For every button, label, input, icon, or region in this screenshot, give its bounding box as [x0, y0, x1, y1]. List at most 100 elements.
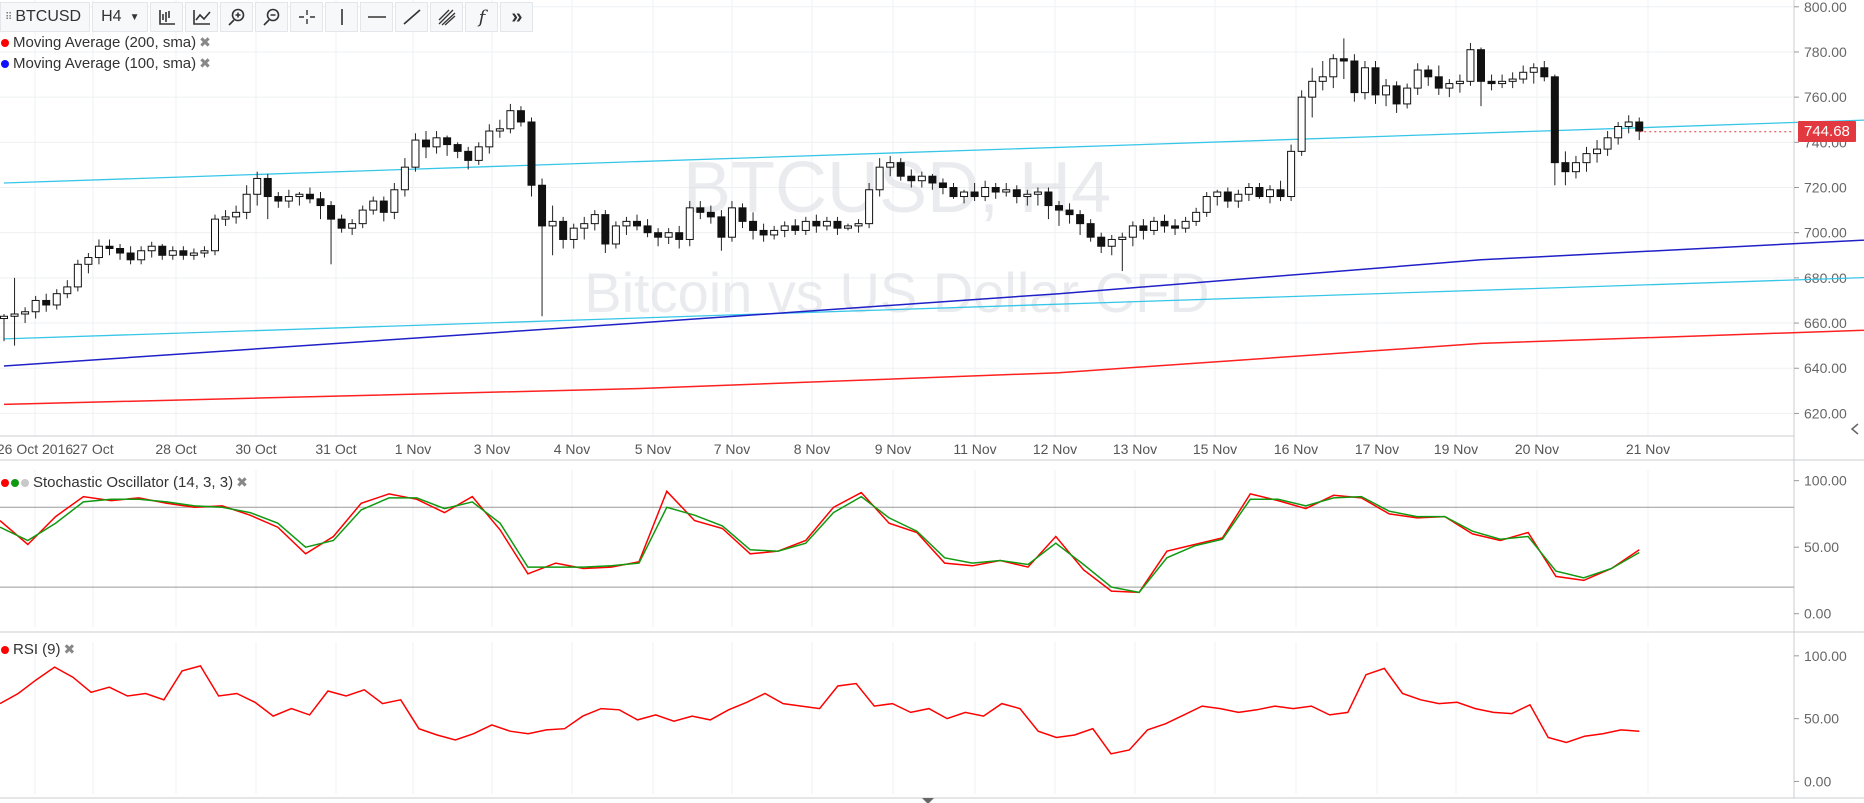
candle-body [390, 189, 399, 213]
bar-style-icon[interactable] [150, 2, 184, 32]
candle-body [1318, 76, 1327, 82]
candle-body [200, 250, 209, 254]
more-glyph: » [511, 5, 523, 28]
interval-selector[interactable]: H4 ▼ [92, 2, 149, 32]
candle-body [1244, 187, 1253, 195]
candle-body [1477, 49, 1485, 82]
candle-body [94, 245, 103, 259]
zoom-in-icon[interactable] [220, 2, 254, 32]
y-tick-label: 50.00 [1804, 539, 1839, 555]
x-tick-label: 13 Nov [1113, 441, 1157, 457]
candle-body [137, 250, 146, 261]
pitchfork-icon[interactable] [430, 2, 464, 32]
candle-body [21, 311, 30, 315]
candle-body [1149, 220, 1158, 231]
candle-body [1424, 69, 1433, 78]
candle-body [569, 227, 578, 240]
more-tools-icon[interactable]: » [500, 2, 534, 32]
candle-body [316, 198, 325, 207]
candle-body [337, 218, 346, 229]
legend-stochastic[interactable]: Stochastic Oscillator (14, 3, 3) ✖ [0, 474, 248, 491]
candle-body [622, 220, 631, 227]
candle-body [527, 121, 536, 186]
stochastic-series-k [0, 489, 1640, 594]
candle-body [1118, 236, 1127, 240]
candle-body [179, 250, 188, 256]
candle-body [580, 223, 589, 229]
candle-body [422, 139, 430, 148]
collapse-arrow-icon [1850, 423, 1859, 435]
ma100-line [3, 239, 1864, 367]
candle-body [991, 187, 1000, 193]
candle-body [1392, 85, 1401, 105]
candle-body [833, 220, 842, 229]
candle-body [0, 315, 8, 320]
legend-ma200[interactable]: Moving Average (200, sma) ✖ [0, 34, 211, 51]
close-icon[interactable]: ✖ [199, 55, 211, 71]
candle-body [1635, 121, 1644, 132]
candle-body [1012, 189, 1021, 198]
candle-body [495, 128, 504, 132]
candle-body [358, 209, 367, 225]
channel-upper-line [3, 119, 1864, 184]
candle-body [1382, 85, 1391, 96]
ma200-line [3, 329, 1864, 406]
y-tick-label: 0.00 [1804, 773, 1831, 789]
candle-body [1614, 126, 1623, 139]
candle-body [1350, 60, 1359, 94]
function-icon[interactable]: f [465, 2, 499, 32]
x-tick-label: 30 Oct [235, 441, 276, 457]
candle-body [664, 232, 673, 238]
candle-body [1171, 225, 1180, 229]
candle-body [643, 225, 652, 234]
candle-body [717, 216, 726, 238]
legend-ma100[interactable]: Moving Average (100, sma) ✖ [0, 55, 211, 72]
candle-body [168, 250, 177, 256]
candle-body [42, 299, 51, 306]
candle-body [211, 218, 219, 252]
y-tick-label: 50.00 [1804, 711, 1839, 727]
candle-body [84, 257, 93, 265]
candle-body [1276, 189, 1285, 198]
candle-body [928, 175, 937, 184]
candle-body [1055, 205, 1063, 211]
candle-body [738, 207, 747, 222]
candle-body [970, 191, 979, 198]
candle-body [1339, 58, 1348, 62]
ma200-dot-icon [1, 38, 9, 47]
candles-group [0, 38, 1644, 346]
symbol-selector[interactable]: ⠿ BTCUSD [0, 2, 91, 32]
close-icon[interactable]: ✖ [236, 474, 248, 490]
candle-body [464, 150, 473, 161]
x-tick-label: 8 Nov [794, 441, 831, 457]
candle-body [675, 232, 684, 240]
x-tick-label: 5 Nov [635, 441, 672, 457]
candle-body [865, 189, 874, 225]
close-icon[interactable]: ✖ [63, 641, 76, 657]
vertical-line-icon[interactable] [325, 2, 359, 32]
candle-body [907, 175, 916, 182]
candle-body [1360, 67, 1369, 94]
legend-rsi[interactable]: RSI (9) ✖ [0, 641, 75, 658]
stochastic-label: Stochastic Oscillator (14, 3, 3) [33, 474, 234, 491]
crosshair-icon[interactable] [290, 2, 324, 32]
candle-body [706, 211, 715, 218]
candle-body [158, 245, 167, 256]
candle-body [1160, 220, 1169, 227]
x-tick-label: 1 Nov [395, 441, 432, 457]
candle-body [1234, 193, 1243, 202]
channel-lower-line [3, 277, 1864, 340]
candle-body [432, 137, 441, 148]
horizontal-line-icon[interactable] [360, 2, 394, 32]
candle-body [791, 225, 800, 231]
close-icon[interactable]: ✖ [199, 34, 211, 50]
candle-body [1023, 193, 1032, 198]
candle-body [327, 205, 336, 220]
zoom-out-icon[interactable] [255, 2, 289, 32]
indicators-icon[interactable] [185, 2, 219, 32]
candle-body [685, 207, 694, 240]
candle-body [221, 216, 230, 220]
trend-line-icon[interactable] [395, 2, 429, 32]
